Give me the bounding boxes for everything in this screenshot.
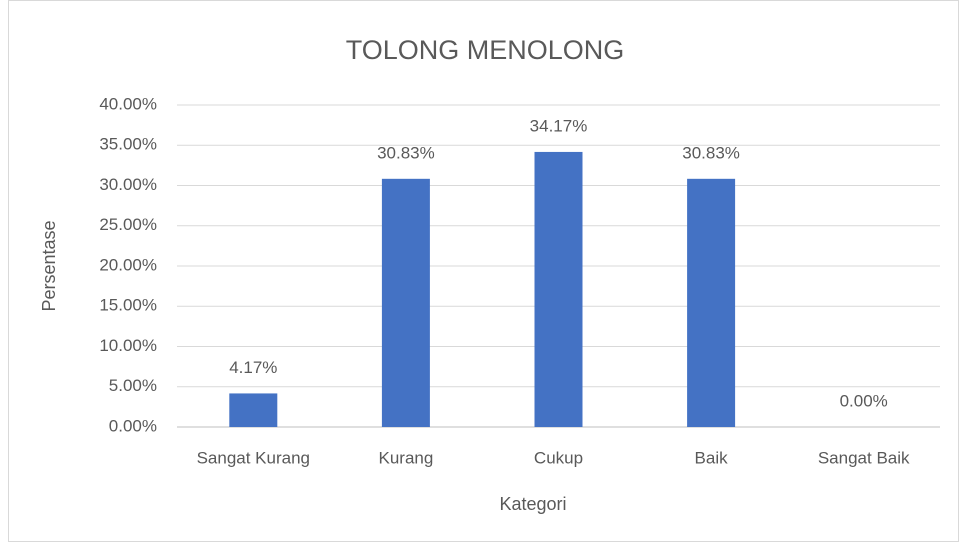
data-label: 0.00% xyxy=(840,391,888,410)
x-tick-label: Sangat Kurang xyxy=(197,448,310,467)
chart-title: TOLONG MENOLONG xyxy=(346,35,625,65)
chart-border xyxy=(8,0,959,542)
bar xyxy=(534,151,583,427)
x-axis-label: Kategori xyxy=(499,494,566,514)
y-tick-label: 30.00% xyxy=(99,175,157,194)
x-tick-label: Baik xyxy=(695,448,729,467)
y-tick-label: 20.00% xyxy=(99,255,157,274)
y-tick-label: 0.00% xyxy=(109,416,157,435)
y-tick-label: 10.00% xyxy=(99,336,157,355)
data-label: 34.17% xyxy=(530,116,588,135)
y-tick-label: 15.00% xyxy=(99,296,157,315)
y-tick-label: 5.00% xyxy=(109,376,157,395)
data-label: 30.83% xyxy=(682,143,740,162)
bar xyxy=(381,178,430,427)
x-tick-label: Sangat Baik xyxy=(818,448,910,467)
bar xyxy=(229,393,278,427)
y-tick-label: 40.00% xyxy=(99,94,157,113)
y-tick-label: 25.00% xyxy=(99,215,157,234)
data-label: 4.17% xyxy=(229,358,277,377)
x-tick-label: Kurang xyxy=(378,448,433,467)
y-tick-label: 35.00% xyxy=(99,135,157,154)
y-axis-label: Persentase xyxy=(39,220,59,311)
x-tick-label: Cukup xyxy=(534,448,583,467)
bar xyxy=(687,178,736,427)
data-label: 30.83% xyxy=(377,143,435,162)
